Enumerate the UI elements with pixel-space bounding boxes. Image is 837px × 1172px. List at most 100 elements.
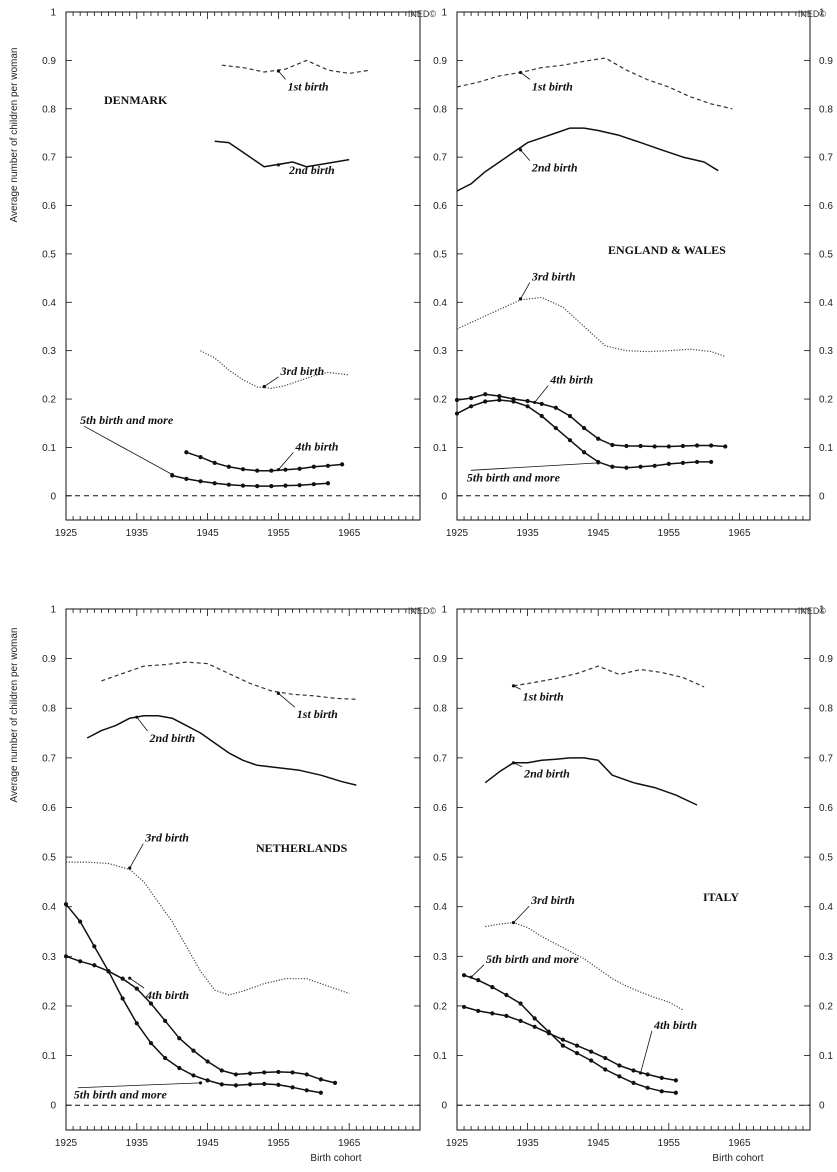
- data-point-4th-birth: [539, 401, 544, 406]
- data-point-5th-birth-and-more: [163, 1055, 168, 1061]
- data-point-5th-birth-and-more: [120, 996, 125, 1001]
- series-line-4th-birth: [463, 1006, 677, 1082]
- y-tick-label-right: 0.8: [819, 704, 833, 715]
- data-point-5th-birth-and-more: [106, 969, 111, 974]
- ined-watermark: INED©: [798, 9, 827, 19]
- series-line-2nd-birth: [484, 757, 698, 806]
- data-point-5th-birth-and-more: [709, 459, 714, 465]
- series-pointer-head: [276, 69, 280, 73]
- data-point-4th-birth: [340, 462, 345, 467]
- data-point-5th-birth-and-more: [574, 1050, 580, 1056]
- data-point-4th-birth: [567, 413, 573, 419]
- series-pointer: [520, 282, 531, 300]
- data-point-4th-birth: [177, 1036, 182, 1041]
- y-tick-label: 1: [441, 605, 447, 616]
- series-line-3rd-birth: [456, 296, 726, 358]
- panel-england-wales: 1925 1935 1945 1955 1965 0 0 0.1 0.1 0.2 0.2 0.3 0.3…: [433, 8, 833, 540]
- ined-watermark: INED©: [408, 9, 437, 19]
- y-axis-title-bottom: Average number of children per woman: [9, 628, 20, 803]
- data-point-5th-birth-and-more: [283, 483, 288, 488]
- x-tick-label: 1925: [446, 1138, 469, 1149]
- data-point-5th-birth-and-more: [504, 992, 509, 998]
- y-tick-label: 0.4: [42, 902, 56, 913]
- series-pointer: [264, 376, 279, 387]
- series-line-3rd-birth: [66, 861, 350, 996]
- data-point-5th-birth-and-more: [553, 425, 558, 431]
- series-pointer-head: [596, 461, 600, 465]
- data-point-5th-birth-and-more: [226, 482, 231, 487]
- data-point-4th-birth: [78, 959, 83, 964]
- data-point-4th-birth: [497, 394, 502, 399]
- data-point-4th-birth: [325, 463, 331, 468]
- series-line-5th-birth-and-more: [463, 974, 676, 1094]
- data-point-5th-birth-and-more: [198, 479, 203, 484]
- data-point-4th-birth: [694, 443, 700, 448]
- series-pointer-head: [262, 384, 266, 389]
- plot-frame: [456, 11, 811, 521]
- series-label-5th-birth-and-more: 5th birth and more: [467, 470, 561, 484]
- data-point-4th-birth: [226, 464, 231, 469]
- data-point-4th-birth: [120, 976, 125, 981]
- x-tick-label: 1955: [267, 528, 290, 539]
- data-point-5th-birth-and-more: [148, 1041, 154, 1046]
- data-point-4th-birth: [645, 1072, 650, 1077]
- data-point-5th-birth-and-more: [652, 463, 657, 468]
- series-pointer: [534, 385, 549, 403]
- data-point-4th-birth: [589, 1049, 594, 1054]
- panel-denmark: 1925 1935 1945 1955 1965 0 0.1 0.2 0.3 0.4 0.5 0.6 0…: [42, 8, 436, 540]
- series-pointer-head: [533, 400, 537, 405]
- data-point-5th-birth-and-more: [476, 978, 481, 983]
- y-axis-title-top: Average number of children per woman: [9, 48, 20, 223]
- y-tick-label-right: 0.4: [819, 902, 833, 913]
- y-tick-label: 0.4: [42, 298, 56, 309]
- x-tick-label: 1965: [338, 1138, 361, 1149]
- data-point-4th-birth: [247, 1071, 253, 1076]
- series-pointer-head: [276, 468, 280, 472]
- data-point-4th-birth: [290, 1070, 295, 1075]
- series-pointer: [640, 1030, 653, 1074]
- series-pointer-head: [511, 761, 516, 765]
- series-line-1st-birth: [221, 59, 371, 75]
- y-tick-label: 0.4: [433, 298, 447, 309]
- series-pointer: [520, 72, 531, 80]
- data-point-4th-birth: [276, 1069, 281, 1075]
- y-tick-label-right: 0.1: [819, 1051, 833, 1062]
- y-tick-label: 0.2: [433, 395, 447, 406]
- data-point-4th-birth: [269, 468, 274, 473]
- panel-title: NETHERLANDS: [256, 841, 348, 855]
- data-point-5th-birth-and-more: [63, 902, 69, 907]
- y-tick-label-right: 0.7: [819, 753, 833, 764]
- panel-title: ENGLAND & WALES: [608, 243, 726, 257]
- y-tick-label: 0.3: [42, 952, 56, 963]
- series-pointer: [278, 70, 286, 80]
- series-label-4th-birth: 4th birth: [549, 373, 593, 387]
- data-point-4th-birth: [596, 436, 601, 441]
- data-point-4th-birth: [560, 1037, 566, 1042]
- data-point-5th-birth-and-more: [483, 399, 488, 404]
- x-tick-label: 1945: [587, 1138, 610, 1149]
- data-point-5th-birth-and-more: [525, 404, 530, 409]
- x-tick-label: 1945: [587, 528, 610, 539]
- y-tick-label: 0.1: [42, 1051, 56, 1062]
- data-point-5th-birth-and-more: [603, 1067, 608, 1072]
- series-pointer-head: [128, 976, 132, 980]
- data-point-4th-birth: [240, 467, 246, 472]
- data-point-5th-birth-and-more: [191, 1073, 196, 1078]
- data-point-5th-birth-and-more: [680, 460, 686, 466]
- series-pointer-head: [518, 297, 523, 301]
- series-pointer: [470, 462, 599, 471]
- series-line-3rd-birth: [200, 350, 350, 389]
- series-pointer: [520, 149, 531, 161]
- data-point-4th-birth: [624, 443, 629, 449]
- y-tick-label-right: 0.8: [819, 104, 833, 115]
- data-point-5th-birth-and-more: [297, 483, 302, 488]
- y-tick-label: 0.5: [42, 249, 56, 260]
- series-pointer: [278, 452, 294, 470]
- series-pointer-head: [170, 472, 174, 477]
- y-tick-label: 0.9: [433, 56, 447, 67]
- data-point-4th-birth: [553, 405, 558, 410]
- data-point-4th-birth: [680, 443, 686, 449]
- x-tick-label: 1955: [267, 1138, 290, 1149]
- x-tick-label: 1965: [728, 528, 751, 539]
- data-point-4th-birth: [255, 468, 260, 473]
